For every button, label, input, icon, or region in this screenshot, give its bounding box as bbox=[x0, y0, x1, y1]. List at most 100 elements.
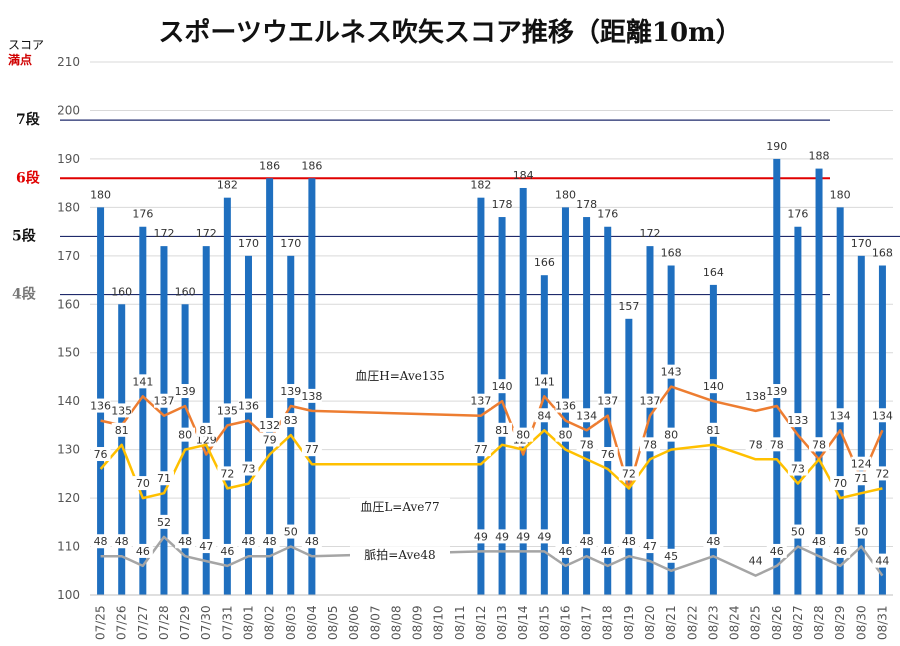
series-value-label: 135 bbox=[111, 404, 132, 417]
value-label-background bbox=[196, 422, 217, 437]
x-tick-label: 08/02 bbox=[263, 605, 277, 640]
series-value-label: 137 bbox=[639, 395, 660, 408]
score-bar bbox=[202, 246, 210, 596]
series-value-label: 84 bbox=[537, 409, 551, 422]
x-tick-label: 08/01 bbox=[241, 605, 255, 640]
series-value-label: 78 bbox=[749, 438, 763, 451]
level-label: 4段 bbox=[12, 286, 36, 303]
x-tick-label: 08/19 bbox=[622, 605, 636, 640]
score-bar bbox=[160, 246, 168, 596]
series-value-label: 72 bbox=[622, 467, 636, 480]
series-value-label: 80 bbox=[178, 429, 192, 442]
series-value-label: 48 bbox=[241, 535, 255, 548]
score-value-label: 186 bbox=[259, 159, 280, 172]
x-tick-label: 08/12 bbox=[474, 605, 488, 640]
series-value-label: 71 bbox=[854, 472, 868, 485]
value-label-background bbox=[618, 466, 639, 481]
series-value-label: 48 bbox=[706, 535, 720, 548]
value-label-background bbox=[745, 437, 766, 452]
value-label-background bbox=[238, 461, 259, 476]
score-value-label: 180 bbox=[830, 188, 851, 201]
value-label-background bbox=[238, 534, 259, 549]
value-label-background bbox=[513, 427, 534, 442]
value-label-background bbox=[703, 379, 724, 394]
value-label-background bbox=[872, 466, 893, 481]
value-label-background bbox=[111, 422, 132, 437]
series-value-label: 141 bbox=[132, 375, 153, 388]
series-value-label: 70 bbox=[833, 477, 847, 490]
series-value-label: 139 bbox=[766, 385, 787, 398]
score-value-label: 190 bbox=[766, 140, 787, 153]
series-value-label: 49 bbox=[474, 530, 488, 543]
x-tick-label: 08/07 bbox=[368, 605, 382, 640]
score-value-label: 160 bbox=[111, 285, 132, 298]
score-bar bbox=[878, 265, 886, 595]
score-value-label: 157 bbox=[618, 300, 639, 313]
score-bar bbox=[308, 178, 316, 596]
series-value-label: 139 bbox=[175, 385, 196, 398]
value-label-background bbox=[851, 456, 872, 471]
value-label-background bbox=[639, 539, 660, 554]
y-tick-label: 160 bbox=[57, 297, 80, 311]
y-tick-label: 180 bbox=[57, 200, 80, 214]
series-value-label: 137 bbox=[153, 395, 174, 408]
value-label-background bbox=[153, 393, 174, 408]
score-bar bbox=[266, 178, 274, 596]
value-label-background bbox=[597, 543, 618, 558]
y-axis-label: スコア 満点 bbox=[8, 38, 44, 67]
value-label-background bbox=[534, 529, 555, 544]
series-value-label: 78 bbox=[770, 438, 784, 451]
series-value-label: 46 bbox=[601, 545, 615, 558]
series-value-label: 139 bbox=[280, 385, 301, 398]
x-tick-label: 08/25 bbox=[749, 605, 763, 640]
value-label-background bbox=[492, 422, 513, 437]
series-value-label: 136 bbox=[238, 400, 259, 413]
value-label-background bbox=[639, 437, 660, 452]
annotation-background bbox=[350, 497, 450, 514]
score-value-label: 176 bbox=[787, 208, 808, 221]
score-bar bbox=[794, 226, 802, 595]
value-label-background bbox=[661, 548, 682, 563]
series-value-label: 83 bbox=[284, 414, 298, 427]
value-label-background bbox=[597, 393, 618, 408]
annotation-label: 脈拍=Ave48 bbox=[364, 547, 435, 562]
score-bar bbox=[519, 187, 527, 595]
series-value-label: 48 bbox=[622, 535, 636, 548]
score-bar bbox=[646, 246, 654, 596]
score-value-label: 172 bbox=[639, 227, 660, 240]
series-value-label: 48 bbox=[178, 535, 192, 548]
value-label-background bbox=[703, 534, 724, 549]
series-value-label: 45 bbox=[664, 550, 678, 563]
series-value-label: 81 bbox=[199, 424, 213, 437]
series-value-label: 134 bbox=[576, 409, 597, 422]
series-value-label: 143 bbox=[661, 366, 682, 379]
series-value-label: 78 bbox=[812, 438, 826, 451]
value-label-background bbox=[217, 466, 238, 481]
score-value-label: 168 bbox=[661, 247, 682, 260]
value-label-background bbox=[830, 476, 851, 491]
value-label-background bbox=[830, 543, 851, 558]
level-label: 5段 bbox=[12, 227, 36, 244]
x-tick-label: 08/09 bbox=[411, 605, 425, 640]
value-label-background bbox=[661, 364, 682, 379]
value-label-background bbox=[132, 476, 153, 491]
series-value-label: 80 bbox=[516, 429, 530, 442]
series-line bbox=[99, 429, 883, 500]
series-value-label: 46 bbox=[558, 545, 572, 558]
score-bar bbox=[773, 158, 781, 595]
x-tick-label: 08/15 bbox=[537, 605, 551, 640]
value-label-background bbox=[830, 408, 851, 423]
x-tick-label: 08/24 bbox=[728, 605, 742, 640]
x-tick-label: 08/23 bbox=[706, 605, 720, 640]
x-tick-label: 08/13 bbox=[495, 605, 509, 640]
series-value-label: 46 bbox=[220, 545, 234, 558]
series-value-label: 138 bbox=[745, 390, 766, 403]
score-value-label: 186 bbox=[301, 159, 322, 172]
annotation-background bbox=[350, 366, 450, 383]
x-tick-label: 07/28 bbox=[157, 605, 171, 640]
level-label: 6段 bbox=[16, 169, 40, 186]
value-label-background bbox=[301, 534, 322, 549]
series-value-label: 47 bbox=[199, 540, 213, 553]
series-value-label: 48 bbox=[115, 535, 129, 548]
score-value-label: 170 bbox=[280, 237, 301, 250]
